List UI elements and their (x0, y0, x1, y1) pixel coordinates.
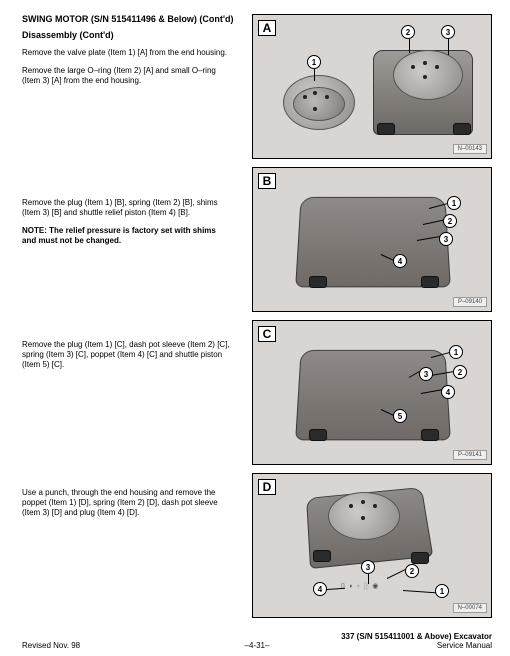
figure-id-d: N–00074 (453, 603, 487, 613)
callout-c4: 4 (441, 385, 455, 399)
figure-column: A 1 2 3 N–00143 B (252, 14, 492, 626)
callout-c3: 3 (419, 367, 433, 381)
figure-d: D ▯ ◗ ◦ ░ ◉ 1 2 3 4 N–00074 (252, 473, 492, 618)
figure-letter-c: C (258, 326, 276, 342)
callout-c5: 5 (393, 409, 407, 423)
footer-left: Revised Nov. 98 (22, 641, 80, 650)
footer-model: 337 (S/N 515411001 & Above) Excavator (341, 632, 492, 641)
callout-b3: 3 (439, 232, 453, 246)
figure-letter-d: D (258, 479, 276, 495)
callout-d1: 1 (435, 584, 449, 598)
figure-b: B 1 2 3 4 P–09140 (252, 167, 492, 312)
callout-c1: 1 (449, 345, 463, 359)
note-body: The relief pressure is factory set with … (22, 226, 216, 245)
note-label: NOTE: (22, 226, 47, 235)
callout-d2: 2 (405, 564, 419, 578)
paragraph-c: Remove the plug (Item 1) [C], dash pot s… (22, 340, 232, 370)
callout-d3: 3 (361, 560, 375, 574)
callout-a2: 2 (401, 25, 415, 39)
figure-a: A 1 2 3 N–00143 (252, 14, 492, 159)
callout-a1: 1 (307, 55, 321, 69)
figure-id-a: N–00143 (453, 144, 487, 154)
callout-b1: 1 (447, 196, 461, 210)
figure-letter-b: B (258, 173, 276, 189)
page-title: SWING MOTOR (S/N 515411496 & Below) (Con… (22, 14, 252, 24)
figure-id-b: P–09140 (453, 297, 487, 307)
section-subtitle: Disassembly (Cont'd) (22, 30, 252, 40)
figure-c: C 1 2 3 4 5 P–09141 (252, 320, 492, 465)
figure-letter-a: A (258, 20, 276, 36)
callout-b2: 2 (443, 214, 457, 228)
paragraph-b: Remove the plug (Item 1) [B], spring (It… (22, 198, 232, 218)
callout-c2: 2 (453, 365, 467, 379)
callout-d4: 4 (313, 582, 327, 596)
note: NOTE: The relief pressure is factory set… (22, 226, 232, 246)
figure-id-c: P–09141 (453, 450, 487, 460)
footer-sub: Service Manual (437, 641, 492, 650)
paragraph-d: Use a punch, through the end housing and… (22, 488, 232, 518)
callout-b4: 4 (393, 254, 407, 268)
callout-a3: 3 (441, 25, 455, 39)
paragraph-a2: Remove the large O–ring (Item 2) [A] and… (22, 66, 232, 86)
footer-center: –4-31– (245, 641, 270, 650)
paragraph-a1: Remove the valve plate (Item 1) [A] from… (22, 48, 232, 58)
